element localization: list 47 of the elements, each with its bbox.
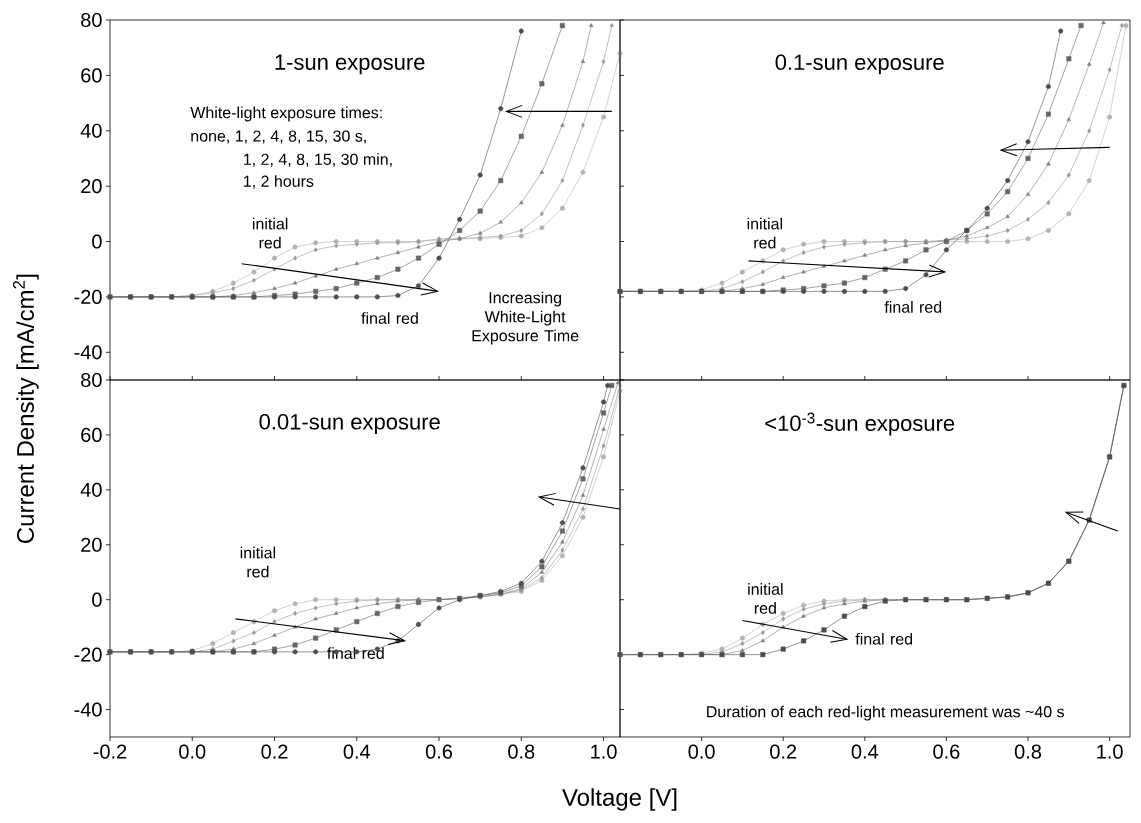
y-tick-label: 60 bbox=[81, 427, 102, 442]
x-axis-title: Voltage [V] bbox=[562, 788, 677, 811]
annotation: initial red bbox=[240, 546, 276, 578]
annotation: initial red bbox=[252, 217, 288, 249]
x-tick-label: 1.0 bbox=[591, 744, 617, 759]
y-tick-label: 20 bbox=[81, 179, 102, 194]
y-tick-label: -20 bbox=[74, 647, 102, 662]
x-tick-label: 0.2 bbox=[770, 744, 797, 759]
x-tick-label: 0.4 bbox=[343, 744, 371, 759]
x-tick-label: 0.4 bbox=[851, 744, 879, 759]
text: 1-sun exposure bbox=[275, 54, 425, 75]
y-tick-label: 60 bbox=[81, 68, 102, 83]
annotation: initial red bbox=[748, 583, 783, 614]
x-tick-label: 0.6 bbox=[425, 744, 453, 759]
x-tick-label: 0.6 bbox=[933, 744, 960, 759]
x-tick-label: -0.2 bbox=[93, 744, 127, 759]
annotation: White-light exposure times: bbox=[190, 106, 382, 122]
annotation: initial red bbox=[747, 217, 782, 249]
annotation: final red bbox=[855, 632, 913, 645]
annotation: 1, 2 hours bbox=[244, 175, 314, 189]
annotation: Increasing White-Light Exposure Time bbox=[472, 291, 579, 345]
annotation: final red bbox=[884, 301, 942, 313]
y-tick-label: -20 bbox=[74, 289, 102, 304]
annotation: final red bbox=[361, 312, 418, 324]
text: <10$^{-3}$-sun exposure bbox=[765, 412, 955, 436]
annotation: Duration of each red-light measurement was ~40 s bbox=[707, 705, 1064, 721]
text: 0.01-sun exposure bbox=[259, 414, 440, 434]
y-axis-title: Current Density [mA/cm$^{2}$] bbox=[12, 274, 39, 543]
y-tick-label: 0 bbox=[92, 234, 102, 249]
y-tick-label: 40 bbox=[80, 482, 102, 497]
annotation: none, 1, 2, 4, 8, 15, 30 s, bbox=[191, 130, 366, 144]
y-tick-label: 40 bbox=[80, 123, 102, 138]
y-tick-label: 80 bbox=[81, 372, 102, 388]
x-tick-label: 0.8 bbox=[508, 744, 535, 759]
y-tick-label: 0 bbox=[92, 592, 102, 607]
x-tick-label: 0.2 bbox=[261, 744, 288, 759]
x-tick-label: 0.0 bbox=[179, 744, 206, 759]
y-tick-label: 80 bbox=[81, 12, 102, 28]
text: 0.1-sun exposure bbox=[775, 54, 944, 75]
y-tick-label: -40 bbox=[74, 702, 102, 717]
annotation: 1, 2, 4, 8, 15, 30 min, bbox=[244, 153, 392, 167]
x-tick-label: 0.0 bbox=[688, 744, 715, 759]
x-tick-label: 1.0 bbox=[1097, 744, 1123, 759]
y-tick-label: -40 bbox=[74, 345, 102, 360]
y-tick-label: 20 bbox=[81, 537, 102, 552]
x-tick-label: 0.8 bbox=[1014, 744, 1042, 759]
annotation: final red bbox=[327, 647, 384, 659]
